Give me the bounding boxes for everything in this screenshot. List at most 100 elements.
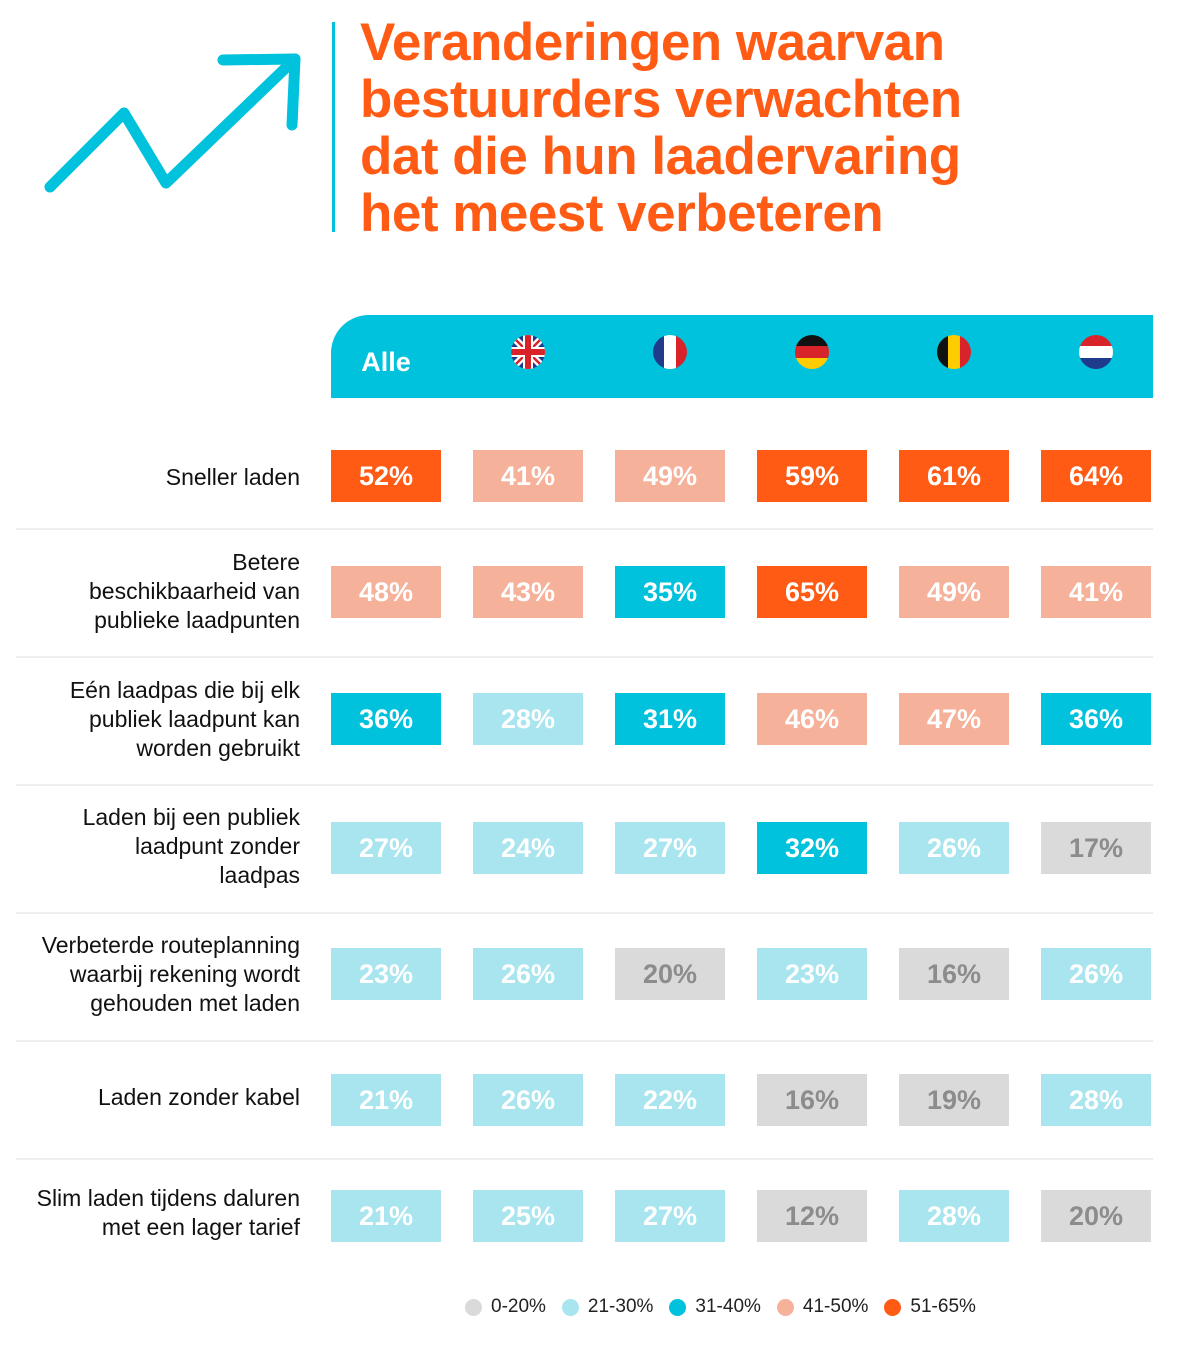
flag-netherlands-icon — [1079, 334, 1113, 369]
row-divider — [16, 528, 1153, 530]
row-label-line: Slim laden tijdens daluren — [36, 1185, 300, 1211]
legend-swatch — [465, 1298, 482, 1316]
data-cell: 41% — [473, 450, 583, 502]
title-line: het meest verbeteren — [360, 184, 884, 243]
row-label-line: publiek laadpunt kan — [89, 706, 300, 732]
column-header-netherlands — [1041, 315, 1151, 398]
row-label-line: Laden bij een publiek — [82, 804, 300, 830]
column-header-france — [615, 315, 725, 398]
data-cell: 27% — [331, 822, 441, 874]
legend-item: 31-40% — [669, 1296, 761, 1318]
data-cell: 32% — [757, 822, 867, 874]
flag-france-icon — [653, 334, 687, 369]
title-line: dat die hun laadervaring — [360, 127, 961, 186]
flag-belgium-icon — [937, 334, 971, 369]
data-cell: 16% — [757, 1074, 867, 1126]
title-line: bestuurders verwachten — [360, 70, 962, 129]
data-cell: 19% — [899, 1074, 1009, 1126]
legend-item: 51-65% — [884, 1296, 976, 1318]
row-label-line: worden gebruikt — [136, 735, 300, 761]
data-cell: 25% — [473, 1190, 583, 1242]
data-cell: 28% — [473, 693, 583, 745]
row-divider — [16, 1040, 1153, 1042]
row-label: Slim laden tijdens daluren met een lager … — [0, 1184, 300, 1242]
row-divider — [16, 656, 1153, 658]
data-cell: 20% — [615, 948, 725, 1000]
legend-swatch — [561, 1298, 579, 1316]
row-label-line: waarbij rekening wordt — [69, 961, 300, 987]
data-cell: 43% — [473, 566, 583, 618]
row-label-line: laadpas — [219, 862, 300, 888]
row-label-line: Eén laadpas die bij elk — [69, 677, 300, 703]
column-header-belgium — [899, 315, 1009, 398]
data-cell: 21% — [331, 1074, 441, 1126]
data-cell: 16% — [899, 948, 1009, 1000]
flag-uk-icon — [511, 334, 545, 369]
data-cell: 49% — [899, 566, 1009, 618]
data-cell: 26% — [1041, 948, 1151, 1000]
row-label: Laden zonder kabel — [0, 1083, 300, 1112]
row-label-line: Verbeterde routeplanning — [41, 932, 300, 958]
row-label-line: Laden zonder kabel — [97, 1084, 300, 1110]
data-cell: 26% — [473, 948, 583, 1000]
data-cell: 65% — [757, 566, 867, 618]
column-header-all: Alle — [331, 315, 441, 398]
column-header-all-label: Alle — [361, 347, 411, 377]
row-label-line: Sneller laden — [165, 464, 300, 490]
row-label-line: beschikbaarheid van — [89, 578, 300, 604]
data-cell: 31% — [615, 693, 725, 745]
data-cell: 26% — [473, 1074, 583, 1126]
data-cell: 28% — [1041, 1074, 1151, 1126]
data-cell: 21% — [331, 1190, 441, 1242]
row-divider — [16, 784, 1153, 786]
legend-item: 41-50% — [776, 1296, 869, 1318]
row-label: Laden bij een publiek laadpunt zonder laad… — [0, 803, 300, 890]
legend-label: 51-65% — [910, 1296, 976, 1317]
legend: 0-20% 21-30% 31-40% 41-50% 51-65% — [465, 1292, 992, 1322]
legend-swatch — [669, 1298, 687, 1316]
data-cell: 35% — [615, 566, 725, 618]
data-cell: 23% — [331, 948, 441, 1000]
data-cell: 23% — [757, 948, 867, 1000]
flag-germany-icon — [795, 334, 829, 369]
legend-item: 21-30% — [561, 1296, 654, 1318]
title-line: Veranderingen waarvan — [360, 13, 945, 72]
data-cell: 28% — [899, 1190, 1009, 1242]
title-divider — [332, 22, 335, 232]
data-cell: 64% — [1041, 450, 1151, 502]
column-header-germany — [757, 315, 867, 398]
data-cell: 24% — [473, 822, 583, 874]
data-cell: 61% — [899, 450, 1009, 502]
legend-label: 21-30% — [587, 1296, 654, 1317]
legend-swatch — [884, 1298, 902, 1316]
data-cell: 49% — [615, 450, 725, 502]
row-label-line: laadpunt zonder — [135, 833, 300, 859]
row-label-line: met een lager tarief — [101, 1214, 300, 1240]
chart-title: Veranderingen waarvan bestuurders verwac… — [360, 14, 1180, 242]
data-cell: 17% — [1041, 822, 1151, 874]
data-cell: 12% — [757, 1190, 867, 1242]
data-cell: 41% — [1041, 566, 1151, 618]
data-cell: 20% — [1041, 1190, 1151, 1242]
data-cell: 26% — [899, 822, 1009, 874]
data-cell: 27% — [615, 1190, 725, 1242]
legend-label: 41-50% — [802, 1296, 869, 1317]
legend-label: 0-20% — [491, 1296, 546, 1317]
data-cell: 36% — [1041, 693, 1151, 745]
data-cell: 47% — [899, 693, 1009, 745]
data-cell: 59% — [757, 450, 867, 502]
row-label: Betere beschikbaarheid van publieke laadpu… — [0, 548, 300, 635]
legend-swatch — [776, 1298, 794, 1316]
legend-item: 0-20% — [465, 1296, 546, 1318]
column-header-bar — [331, 315, 1153, 398]
legend-label: 31-40% — [695, 1296, 761, 1317]
data-cell: 22% — [615, 1074, 725, 1126]
row-divider — [16, 912, 1153, 914]
data-cell: 46% — [757, 693, 867, 745]
data-cell: 48% — [331, 566, 441, 618]
column-header-uk — [473, 315, 583, 398]
row-label-line: publieke laadpunten — [94, 607, 300, 633]
data-cell: 36% — [331, 693, 441, 745]
row-label: Eén laadpas die bij elk publiek laadpunt … — [0, 676, 300, 763]
row-label-line: Betere — [232, 549, 300, 575]
